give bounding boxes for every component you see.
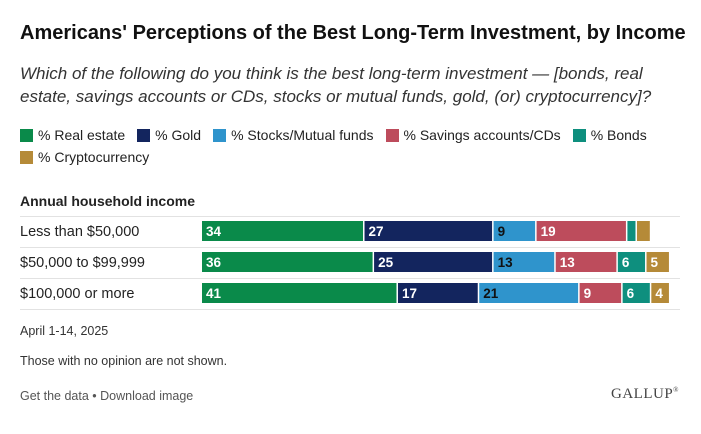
bar-segment-real-estate-row-2 — [202, 252, 373, 272]
legend-item-bonds: % Bonds — [572, 127, 647, 143]
legend-swatch-stocks — [213, 128, 227, 142]
bar-segment-gold-row-2 — [374, 252, 493, 272]
row-label-50k-100k: $50,000 to $99,999 — [20, 255, 145, 271]
download-image-link[interactable]: Download image — [100, 389, 194, 403]
legend-label: % Savings accounts/CDs — [403, 127, 561, 143]
row-label-100k-plus: $100,000 or more — [20, 286, 135, 302]
gallup-logo: GALLUP® — [611, 386, 679, 402]
bar-value-label: 9 — [584, 286, 592, 301]
legend: % Real estate % Gold % Stocks/Mutual fun… — [20, 127, 660, 165]
logo-text: GALLUP — [611, 386, 674, 402]
legend-label: % Cryptocurrency — [38, 149, 150, 165]
legend-swatch-crypto — [20, 150, 33, 164]
legend-label: % Real estate — [38, 127, 126, 143]
bar-segment-savings-accounts-cds-row-2 — [555, 252, 617, 272]
chart-title: Americans' Perceptions of the Best Long-… — [20, 22, 686, 44]
footer-separator: • — [88, 389, 101, 403]
bar-value-label: 6 — [622, 255, 630, 270]
row-divider — [20, 247, 680, 248]
footnote: Those with no opinion are not shown. — [20, 354, 228, 368]
bar-segment-stocks-mutual-funds-row-2 — [493, 252, 555, 272]
bar-value-label: 6 — [627, 286, 635, 301]
bar-value-label: 36 — [206, 255, 222, 270]
bar-segment-bonds-row-1 — [627, 221, 636, 241]
row-divider — [20, 309, 680, 310]
bar-segment-cryptocurrency-row-2 — [646, 252, 669, 272]
bar-value-label: 5 — [651, 255, 659, 270]
footer-links: Get the data • Download image — [20, 389, 193, 403]
survey-date: April 1-14, 2025 — [20, 324, 109, 338]
bar-segment-real-estate-row-1 — [202, 221, 364, 241]
bar-value-label: 41 — [206, 286, 222, 301]
legend-item-crypto: % Cryptocurrency — [20, 149, 149, 165]
bar-value-label: 19 — [541, 224, 556, 239]
legend-item-stocks: % Stocks/Mutual funds — [213, 127, 374, 143]
legend-item-savings: % Savings accounts/CDs — [385, 127, 561, 143]
row-label-under-50k: Less than $50,000 — [20, 224, 140, 240]
bar-value-label: 27 — [369, 224, 384, 239]
get-data-link[interactable]: Get the data — [20, 389, 89, 403]
bar-segment-gold-row-3 — [397, 283, 478, 303]
legend-label: % Gold — [155, 127, 202, 143]
legend-item-gold: % Gold — [137, 127, 201, 143]
row-header: Annual household income — [20, 193, 196, 209]
bar-value-label: 13 — [560, 255, 576, 270]
row-divider — [20, 278, 680, 279]
bar-value-label: 4 — [655, 286, 663, 301]
bar-segment-cryptocurrency-row-3 — [651, 283, 669, 303]
legend-swatch-real-estate — [20, 128, 33, 142]
chart-subtitle: Which of the following do you think is t… — [20, 64, 652, 106]
bar-value-label: 17 — [402, 286, 417, 301]
legend-swatch-savings — [385, 128, 399, 142]
bar-segment-stocks-mutual-funds-row-3 — [479, 283, 579, 303]
bar-value-label: 34 — [206, 224, 222, 239]
bar-segment-bonds-row-2 — [617, 252, 646, 272]
legend-label: % Bonds — [590, 127, 647, 143]
bar-segment-savings-accounts-cds-row-1 — [536, 221, 626, 241]
bar-segment-stocks-mutual-funds-row-1 — [493, 221, 536, 241]
legend-swatch-bonds — [572, 128, 586, 142]
row-divider — [20, 216, 680, 217]
bar-segment-real-estate-row-3 — [202, 283, 397, 303]
bar-value-label: 13 — [498, 255, 514, 270]
legend-item-real-estate: % Real estate — [20, 127, 125, 143]
bar-value-label: 9 — [498, 224, 506, 239]
legend-label: % Stocks/Mutual funds — [231, 127, 374, 143]
bar-value-label: 21 — [483, 286, 499, 301]
legend-swatch-gold — [137, 128, 151, 142]
bar-segment-savings-accounts-cds-row-3 — [579, 283, 622, 303]
bar-segment-cryptocurrency-row-1 — [636, 221, 650, 241]
bar-segment-gold-row-1 — [364, 221, 493, 241]
bar-segment-bonds-row-3 — [622, 283, 650, 303]
bar-value-label: 25 — [378, 255, 394, 270]
